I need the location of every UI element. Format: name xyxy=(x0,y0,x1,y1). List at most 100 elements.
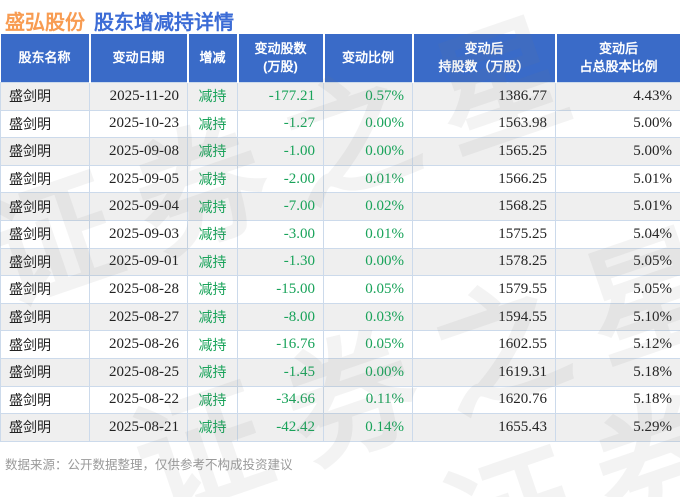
cell-change-ratio: 0.57% xyxy=(323,82,413,111)
cell-pct-after: 5.18% xyxy=(555,385,680,415)
cell-shares-after: 1575.25 xyxy=(412,219,556,249)
cell-change-ratio: 0.02% xyxy=(323,192,413,221)
cell-pct-after: 5.29% xyxy=(555,413,680,442)
table-body: 盛剑明 2025-11-20 减持 -177.21 0.57% 1386.77 4.43% 盛… xyxy=(0,82,680,442)
cell-direction: 减持 xyxy=(187,82,238,111)
cell-change-date: 2025-09-04 xyxy=(89,192,188,221)
cell-pct-after: 5.05% xyxy=(555,247,680,277)
table-row: 盛剑明 2025-09-04 减持 -7.00 0.02% 1568.25 5.01% xyxy=(0,192,680,221)
cell-shareholder-name: 盛剑明 xyxy=(0,357,90,387)
cell-direction: 减持 xyxy=(187,247,238,277)
col-header-shareholder-name: 股东名称 xyxy=(0,34,90,83)
cell-shareholder-name: 盛剑明 xyxy=(0,385,90,415)
cell-shares-after: 1566.25 xyxy=(412,164,556,194)
cell-change-date: 2025-08-26 xyxy=(89,330,188,359)
cell-change-date: 2025-08-27 xyxy=(89,302,188,332)
cell-change-ratio: 0.00% xyxy=(323,357,413,387)
cell-shares-after: 1602.55 xyxy=(412,330,556,359)
cell-pct-after: 5.01% xyxy=(555,192,680,221)
col-header-shares-after: 变动后 持股数（万股） xyxy=(411,34,556,83)
cell-direction: 减持 xyxy=(187,413,238,442)
cell-direction: 减持 xyxy=(187,357,238,387)
table-row: 盛剑明 2025-08-28 减持 -15.00 0.05% 1579.55 5.05% xyxy=(0,275,680,304)
cell-pct-after: 5.04% xyxy=(555,219,680,249)
cell-change-shares: -177.21 xyxy=(237,82,324,111)
cell-change-date: 2025-11-20 xyxy=(89,82,188,111)
table-row: 盛剑明 2025-09-05 减持 -2.00 0.01% 1566.25 5.01% xyxy=(0,164,680,194)
cell-change-ratio: 0.00% xyxy=(323,137,413,166)
cell-shareholder-name: 盛剑明 xyxy=(0,275,90,304)
cell-pct-after: 5.18% xyxy=(555,357,680,387)
cell-shareholder-name: 盛剑明 xyxy=(0,137,90,166)
cell-direction: 减持 xyxy=(187,164,238,194)
table-row: 盛剑明 2025-08-21 减持 -42.42 0.14% 1655.43 5.29% xyxy=(0,413,680,442)
cell-change-shares: -16.76 xyxy=(237,330,324,359)
shareholder-change-table: 股东名称 变动日期 增减 变动股数 (万股) 变动比例 变动后 持股数（万股） xyxy=(0,34,680,442)
cell-change-shares: -1.00 xyxy=(237,137,324,166)
cell-change-ratio: 0.01% xyxy=(323,219,413,249)
cell-change-shares: -1.45 xyxy=(237,357,324,387)
cell-direction: 减持 xyxy=(187,109,238,139)
cell-shares-after: 1563.98 xyxy=(412,109,556,139)
cell-change-date: 2025-09-08 xyxy=(89,137,188,166)
cell-shareholder-name: 盛剑明 xyxy=(0,109,90,139)
cell-change-shares: -2.00 xyxy=(237,164,324,194)
cell-pct-after: 5.05% xyxy=(555,275,680,304)
cell-shares-after: 1568.25 xyxy=(412,192,556,221)
cell-shares-after: 1619.31 xyxy=(412,357,556,387)
table-row: 盛剑明 2025-11-20 减持 -177.21 0.57% 1386.77 4.43% xyxy=(0,82,680,111)
cell-change-ratio: 0.00% xyxy=(323,247,413,277)
cell-shares-after: 1578.25 xyxy=(412,247,556,277)
table-row: 盛剑明 2025-10-23 减持 -1.27 0.00% 1563.98 5.00% xyxy=(0,109,680,139)
col-header-direction: 增减 xyxy=(186,34,238,83)
cell-pct-after: 4.43% xyxy=(555,82,680,111)
cell-shares-after: 1579.55 xyxy=(412,275,556,304)
cell-direction: 减持 xyxy=(187,275,238,304)
cell-change-date: 2025-08-25 xyxy=(89,357,188,387)
cell-change-ratio: 0.05% xyxy=(323,330,413,359)
table-row: 盛剑明 2025-08-26 减持 -16.76 0.05% 1602.55 5.12% xyxy=(0,330,680,359)
cell-change-ratio: 0.03% xyxy=(323,302,413,332)
cell-change-shares: -1.30 xyxy=(237,247,324,277)
stock-name-link[interactable]: 盛弘股份 xyxy=(5,12,85,34)
cell-pct-after: 5.00% xyxy=(555,137,680,166)
data-source-note: 数据来源：公开数据整理，仅供参考不构成投资建议 xyxy=(5,457,293,472)
cell-change-date: 2025-09-01 xyxy=(89,247,188,277)
cell-change-shares: -3.00 xyxy=(237,219,324,249)
table-row: 盛剑明 2025-09-08 减持 -1.00 0.00% 1565.25 5.00% xyxy=(0,137,680,166)
col-header-change-shares: 变动股数 (万股) xyxy=(236,34,324,83)
table-row: 盛剑明 2025-09-01 减持 -1.30 0.00% 1578.25 5.05% xyxy=(0,247,680,277)
cell-direction: 减持 xyxy=(187,219,238,249)
cell-change-shares: -1.27 xyxy=(237,109,324,139)
cell-pct-after: 5.12% xyxy=(555,330,680,359)
cell-change-ratio: 0.14% xyxy=(323,413,413,442)
cell-direction: 减持 xyxy=(187,330,238,359)
cell-change-ratio: 0.05% xyxy=(323,275,413,304)
cell-shares-after: 1620.76 xyxy=(412,385,556,415)
cell-change-date: 2025-08-21 xyxy=(89,413,188,442)
cell-direction: 减持 xyxy=(187,302,238,332)
cell-shares-after: 1386.77 xyxy=(412,82,556,111)
cell-shareholder-name: 盛剑明 xyxy=(0,330,90,359)
cell-change-ratio: 0.00% xyxy=(323,109,413,139)
cell-change-shares: -15.00 xyxy=(237,275,324,304)
cell-pct-after: 5.00% xyxy=(555,109,680,139)
cell-shareholder-name: 盛剑明 xyxy=(0,413,90,442)
cell-direction: 减持 xyxy=(187,385,238,415)
table-row: 盛剑明 2025-09-03 减持 -3.00 0.01% 1575.25 5.04% xyxy=(0,219,680,249)
cell-change-date: 2025-10-23 xyxy=(89,109,188,139)
cell-pct-after: 5.01% xyxy=(555,164,680,194)
cell-shares-after: 1565.25 xyxy=(412,137,556,166)
cell-shareholder-name: 盛剑明 xyxy=(0,192,90,221)
cell-change-date: 2025-09-05 xyxy=(89,164,188,194)
cell-pct-after: 5.10% xyxy=(555,302,680,332)
table-header-row: 股东名称 变动日期 增减 变动股数 (万股) 变动比例 变动后 持股数（万股） xyxy=(0,34,680,83)
cell-change-ratio: 0.11% xyxy=(323,385,413,415)
cell-change-shares: -34.66 xyxy=(237,385,324,415)
table-row: 盛剑明 2025-08-22 减持 -34.66 0.11% 1620.76 5.18% xyxy=(0,385,680,415)
table-row: 盛剑明 2025-08-27 减持 -8.00 0.03% 1594.55 5.10% xyxy=(0,302,680,332)
cell-change-shares: -8.00 xyxy=(237,302,324,332)
cell-change-shares: -7.00 xyxy=(237,192,324,221)
cell-shareholder-name: 盛剑明 xyxy=(0,219,90,249)
cell-change-date: 2025-08-28 xyxy=(89,275,188,304)
